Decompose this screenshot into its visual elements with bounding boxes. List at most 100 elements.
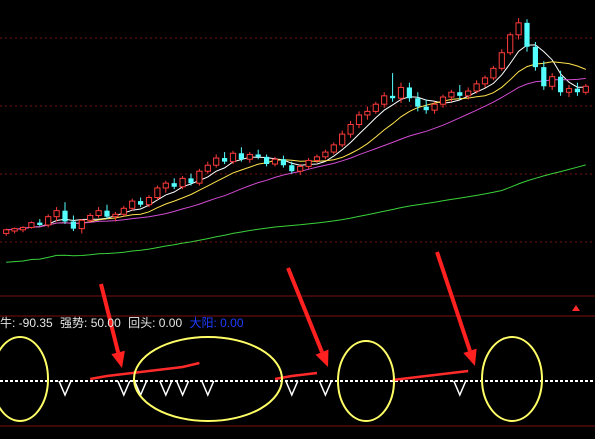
candlestick <box>330 142 337 155</box>
indicator-label-big-yang: 大阳: 0.00 <box>189 316 244 330</box>
candlestick <box>145 195 153 208</box>
candle-body <box>490 67 497 79</box>
indicator-dip <box>117 380 131 397</box>
highlight-ellipse <box>0 336 49 422</box>
candlestick <box>112 211 119 222</box>
ma10-line <box>6 61 586 231</box>
candle-body <box>246 153 253 160</box>
candlestick <box>498 49 505 71</box>
candle-body <box>78 219 85 230</box>
candle-body <box>204 164 211 172</box>
candle-body <box>439 96 447 105</box>
candle-body <box>423 106 429 111</box>
candlestick <box>19 226 27 233</box>
candlestick <box>372 101 379 114</box>
candlestick <box>246 152 253 163</box>
candle-body <box>271 158 279 165</box>
candlestick <box>238 147 245 162</box>
candlestick <box>95 207 102 218</box>
candle-body <box>297 165 304 172</box>
candlestick <box>28 221 35 229</box>
candle-body <box>431 103 438 111</box>
candlestick <box>347 120 354 138</box>
candlestick <box>507 32 514 56</box>
candle-body <box>330 144 337 153</box>
candlestick <box>355 111 363 129</box>
candle-body <box>457 92 463 96</box>
candlestick <box>582 83 589 95</box>
indicator-dip <box>453 380 467 397</box>
indicator-red-line <box>89 361 200 381</box>
candle-body <box>473 83 480 92</box>
candle-body <box>62 210 68 222</box>
candle-body <box>53 210 60 218</box>
candlestick-series <box>3 18 589 236</box>
annotation-arrow <box>435 251 477 366</box>
candle-body <box>154 187 161 199</box>
candlestick <box>549 73 556 90</box>
indicator-label-bull: 牛: -90.35 <box>0 316 53 330</box>
indicator-dip <box>318 380 333 397</box>
candlestick <box>389 73 396 102</box>
candlestick <box>481 75 489 88</box>
annotation-arrow <box>99 283 125 368</box>
indicator-dip <box>58 380 72 397</box>
candle-body <box>289 165 295 172</box>
candlestick <box>70 215 77 232</box>
candle-body <box>498 52 505 69</box>
candle-body <box>549 76 556 87</box>
candlestick <box>490 65 497 81</box>
candle-body <box>415 98 421 107</box>
candle-body <box>120 207 127 215</box>
candlestick <box>305 158 312 169</box>
candle-body <box>162 182 169 189</box>
ma20-line <box>6 77 586 231</box>
candlestick <box>280 155 287 168</box>
candle-body <box>11 228 18 232</box>
arrow-shaft <box>435 251 472 352</box>
candle-body <box>381 95 388 105</box>
annotations <box>0 251 580 422</box>
candlestick <box>297 164 304 175</box>
candlestick <box>557 70 564 96</box>
candlestick <box>565 85 573 98</box>
candlestick <box>322 149 329 160</box>
candlestick <box>313 154 321 163</box>
candle-body <box>372 103 379 112</box>
candlestick <box>271 156 279 167</box>
candlestick <box>524 19 530 52</box>
candlestick <box>439 94 447 108</box>
candlestick <box>289 161 295 174</box>
grid-lines <box>0 37 595 427</box>
candle-body <box>582 85 589 93</box>
candle-body <box>28 222 35 228</box>
candle-body <box>112 213 119 218</box>
indicator-dip <box>201 380 215 397</box>
candle-body <box>104 210 110 217</box>
candle-body <box>95 210 102 216</box>
candle-body <box>145 197 153 206</box>
annotation-arrow <box>286 267 329 367</box>
candlestick <box>179 175 186 190</box>
candle-body <box>179 177 186 188</box>
candle-body <box>313 156 321 161</box>
arrow-head <box>463 348 477 366</box>
candle-body <box>515 22 522 36</box>
arrow-head <box>315 349 329 367</box>
candlestick <box>37 219 43 227</box>
candlestick <box>3 228 10 236</box>
candle-body <box>188 178 194 184</box>
candlestick <box>129 198 136 211</box>
candlestick <box>221 152 228 165</box>
indicator-label-pullback: 回头: 0.00 <box>128 316 183 330</box>
indicator-dip <box>159 380 173 397</box>
candle-body <box>574 88 581 93</box>
candle-body <box>465 90 472 97</box>
candlestick <box>196 168 203 186</box>
candle-body <box>137 201 144 205</box>
candlestick <box>120 205 127 217</box>
candlestick <box>448 89 455 102</box>
candle-body <box>524 22 530 47</box>
